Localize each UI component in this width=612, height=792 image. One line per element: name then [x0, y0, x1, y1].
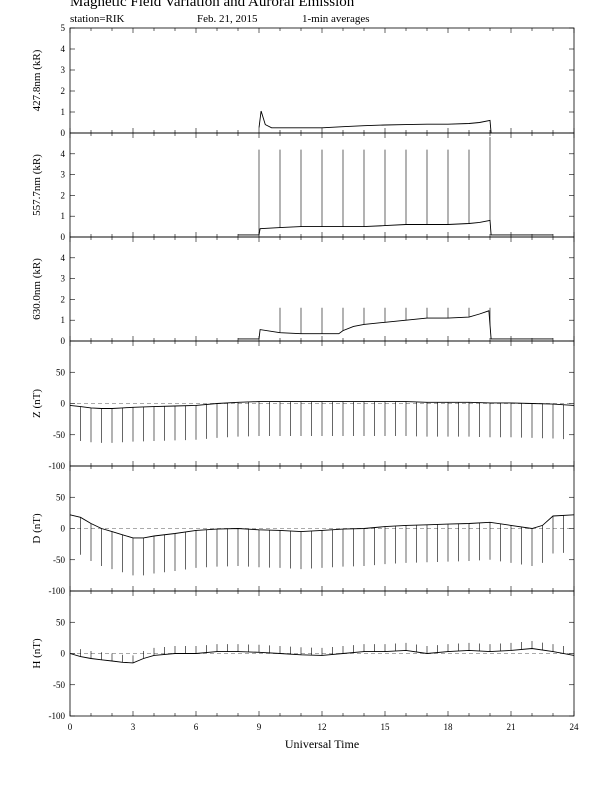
panel-h-y-label: H (nT)	[31, 638, 43, 669]
panel-z-y-label: Z (nT)	[31, 389, 43, 418]
panel-z-y-tick-label: -50	[53, 430, 65, 440]
panel-557nm-y-tick-label: 2	[61, 190, 66, 200]
x-tick-label: 0	[68, 722, 73, 732]
panel-d-y-tick-label: -50	[53, 555, 65, 565]
panel-427nm-y-tick-label: 5	[61, 23, 66, 33]
panel-557nm-series-line	[238, 219, 553, 236]
x-tick-label: 6	[194, 722, 199, 732]
panel-427nm-y-tick-label: 0	[61, 128, 66, 138]
panel-d-y-tick-label: -100	[49, 586, 66, 596]
panel-427nm-frame	[69, 27, 575, 134]
panel-630nm-y-tick-label: 3	[61, 274, 66, 284]
x-tick-label: 9	[257, 722, 262, 732]
panel-630nm-y-tick-label: 2	[61, 294, 66, 304]
date-label: Feb. 21, 2015	[197, 13, 258, 25]
x-tick-label: 24	[570, 722, 580, 732]
panel-d-y-label: D (nT)	[31, 513, 43, 544]
panel-557nm-y-label: 557.7nm (kR)	[31, 154, 43, 216]
panel-d-series-line	[69, 514, 575, 539]
x-tick-label: 12	[318, 722, 327, 732]
x-tick-label: 21	[507, 722, 516, 732]
averaging-label: 1-min averages	[302, 13, 370, 25]
panel-557nm-y-tick-label: 0	[61, 232, 66, 242]
panel-h-y-tick-label: 50	[56, 617, 66, 627]
panel-557nm-y-tick-label: 1	[61, 211, 66, 221]
x-tick-label: 15	[381, 722, 391, 732]
x-tick-label: 18	[444, 722, 454, 732]
panel-427nm-y-tick-label: 3	[61, 65, 66, 75]
panel-557nm-y-tick-label: 3	[61, 170, 66, 180]
chart-title: Magnetic Field Variation and Auroral Emi…	[70, 0, 355, 10]
x-axis-label: Universal Time	[285, 737, 359, 751]
panel-d-y-tick-label: 50	[56, 492, 66, 502]
station-label: station=RIK	[70, 13, 125, 25]
panel-z-y-tick-label: 0	[61, 399, 66, 409]
panel-557nm-y-tick-label: 4	[61, 149, 66, 159]
panel-h-series-line	[69, 648, 575, 664]
panel-427nm-y-label: 427.8nm (kR)	[31, 49, 43, 111]
panel-630nm-y-tick-label: 0	[61, 336, 66, 346]
panel-z-series-line	[69, 401, 575, 409]
panel-427nm-y-tick-label: 2	[61, 86, 66, 96]
panel-427nm-y-tick-label: 4	[61, 44, 66, 54]
panel-z-y-tick-label: -100	[49, 461, 66, 471]
panel-630nm-y-label: 630.0nm (kR)	[31, 258, 43, 320]
panel-630nm-series-line	[238, 310, 553, 340]
panel-427nm-series-line	[258, 110, 492, 134]
panel-h-y-tick-label: -100	[49, 711, 66, 721]
panel-z-y-tick-label: 50	[56, 367, 66, 377]
x-tick-label: 3	[131, 722, 136, 732]
panel-427nm-y-tick-label: 1	[61, 107, 66, 117]
panel-630nm-y-tick-label: 4	[61, 253, 66, 263]
panel-630nm-y-tick-label: 1	[61, 315, 66, 325]
panel-h-y-tick-label: -50	[53, 680, 65, 690]
panel-d-y-tick-label: 0	[61, 524, 66, 534]
panel-h-y-tick-label: 0	[61, 649, 66, 659]
